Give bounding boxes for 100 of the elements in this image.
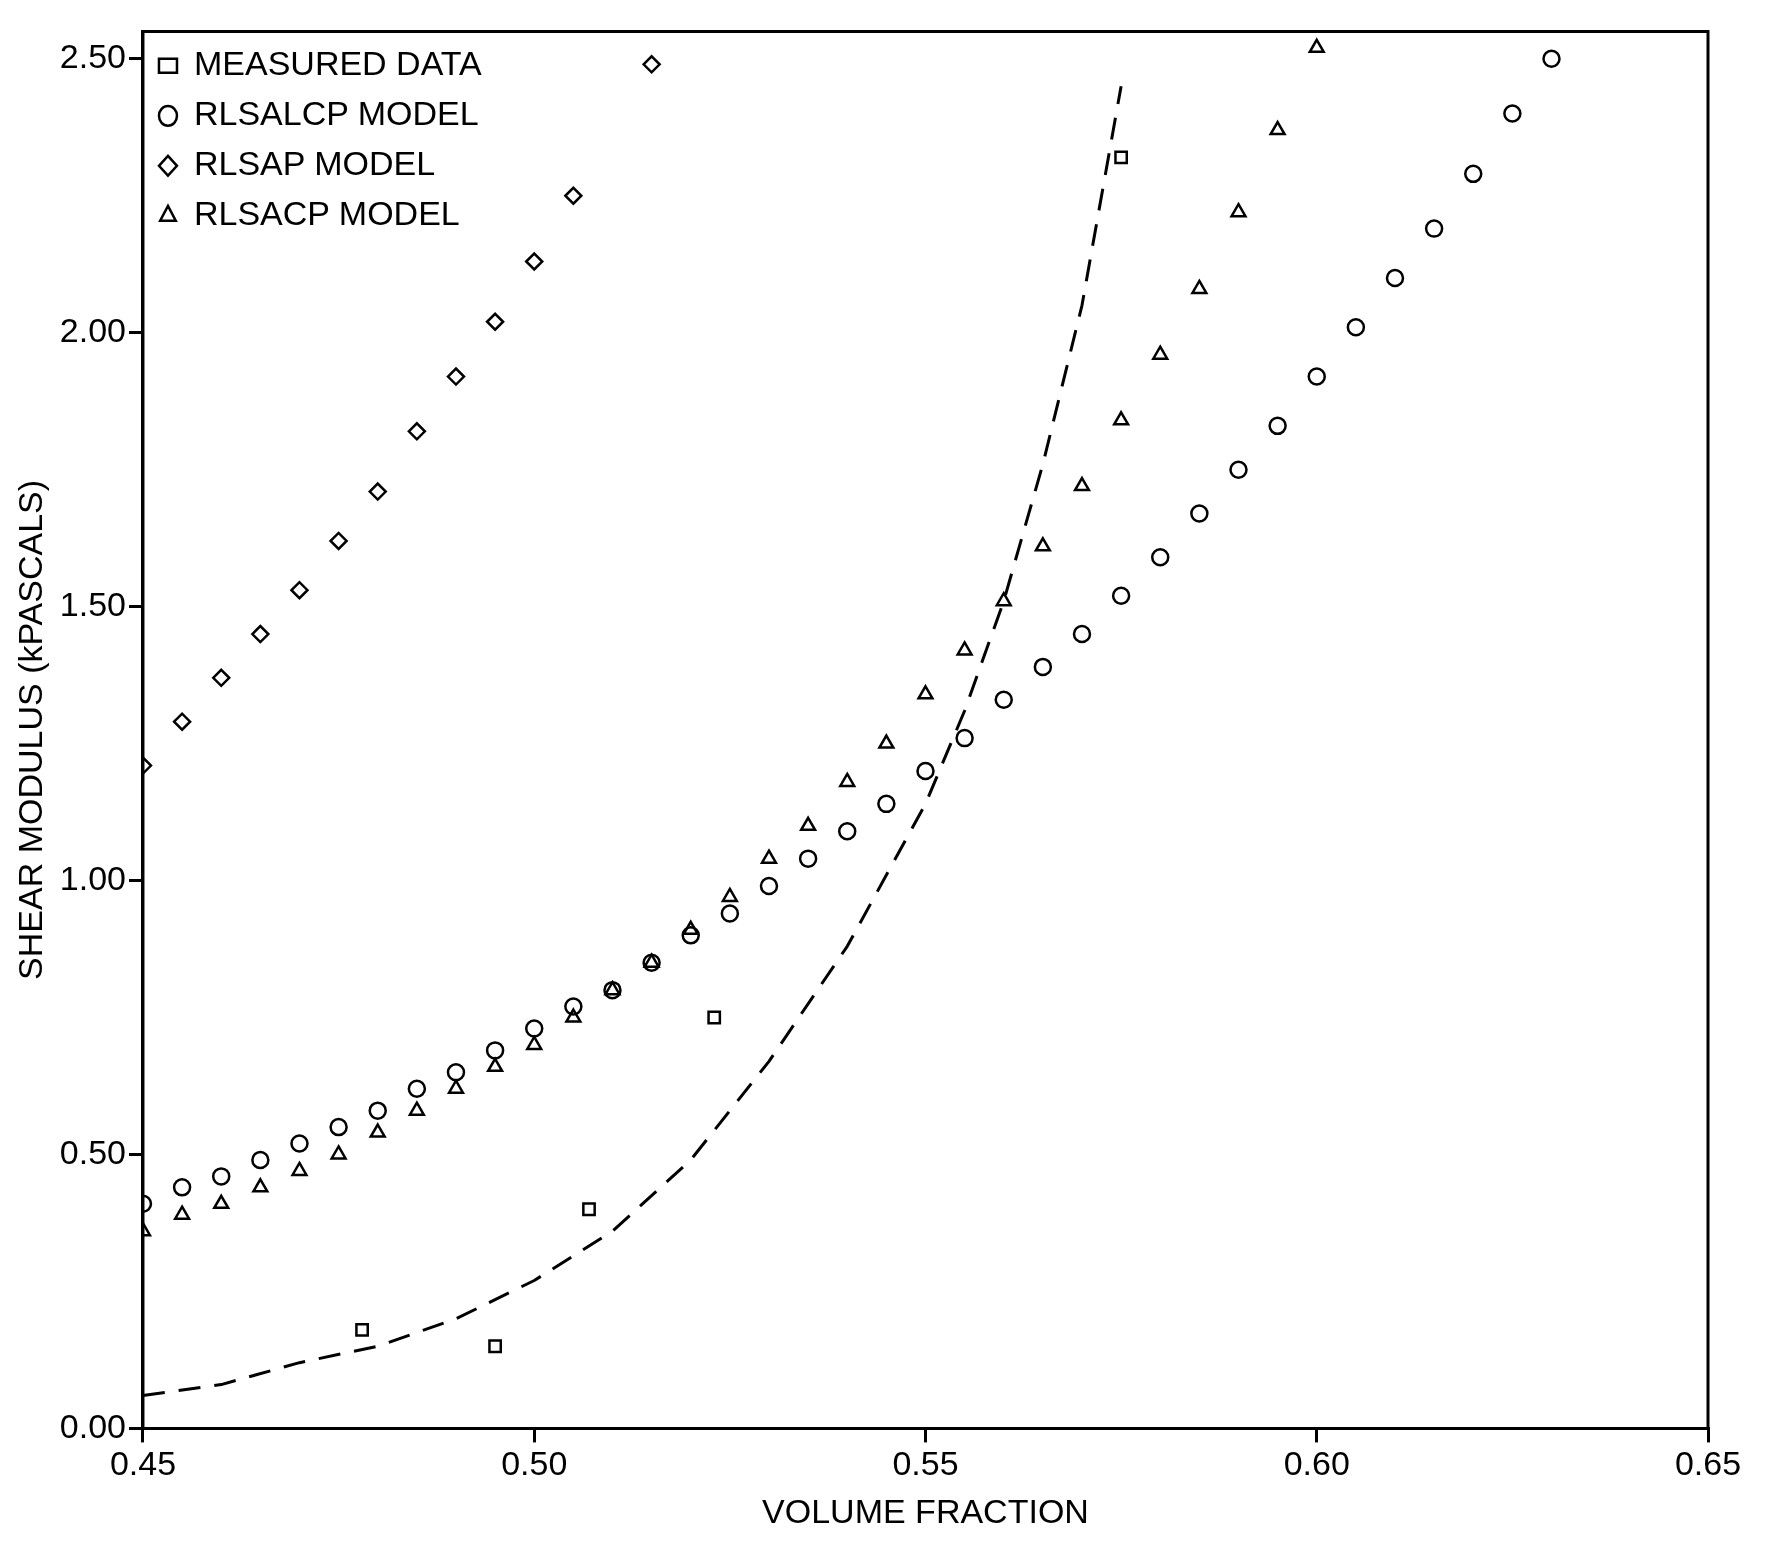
point bbox=[720, 904, 740, 923]
point bbox=[1114, 150, 1129, 165]
point bbox=[251, 1150, 270, 1170]
point bbox=[172, 1178, 192, 1197]
y-tick-label: 0.50 bbox=[59, 1132, 126, 1171]
point bbox=[721, 887, 739, 903]
point bbox=[643, 953, 660, 968]
point bbox=[1464, 164, 1483, 184]
x-tick-label: 0.55 bbox=[892, 1444, 959, 1483]
point bbox=[1230, 202, 1247, 218]
point bbox=[642, 55, 661, 74]
point bbox=[291, 1161, 308, 1177]
point bbox=[916, 761, 935, 781]
point bbox=[1190, 504, 1209, 523]
point bbox=[1307, 367, 1326, 386]
point bbox=[564, 186, 583, 205]
y-tick-label: 0.00 bbox=[59, 1406, 126, 1445]
point bbox=[681, 926, 700, 945]
point bbox=[524, 252, 544, 271]
point bbox=[446, 1063, 466, 1082]
point bbox=[524, 1019, 544, 1038]
point bbox=[1503, 104, 1522, 123]
point bbox=[1072, 624, 1092, 644]
point bbox=[994, 690, 1013, 710]
point bbox=[369, 1123, 386, 1138]
point bbox=[837, 822, 857, 841]
point bbox=[1033, 657, 1053, 677]
point bbox=[565, 1008, 582, 1023]
point bbox=[368, 1101, 387, 1120]
point bbox=[955, 728, 974, 748]
point bbox=[799, 816, 817, 832]
point bbox=[290, 580, 309, 600]
point bbox=[1034, 537, 1052, 552]
point bbox=[878, 734, 895, 749]
point bbox=[172, 712, 192, 731]
point bbox=[1346, 317, 1366, 337]
point bbox=[485, 312, 505, 332]
point bbox=[603, 980, 622, 1000]
x-tick-label: 0.65 bbox=[1674, 1444, 1742, 1483]
legend-label: RLSALCP MODEL bbox=[193, 94, 479, 133]
point bbox=[582, 1202, 596, 1217]
point bbox=[839, 772, 856, 788]
point bbox=[877, 794, 896, 814]
point bbox=[486, 1057, 504, 1073]
point bbox=[1073, 476, 1091, 492]
point bbox=[798, 849, 818, 868]
y-tick-label: 1.50 bbox=[59, 585, 126, 624]
point bbox=[173, 1205, 191, 1220]
point bbox=[488, 1339, 503, 1354]
x-tick-label: 0.50 bbox=[501, 1444, 568, 1483]
point bbox=[1191, 279, 1208, 295]
point bbox=[604, 980, 621, 996]
point bbox=[355, 1322, 369, 1337]
point bbox=[330, 1145, 347, 1160]
point bbox=[760, 849, 778, 864]
point bbox=[329, 531, 348, 551]
x-axis-title: VOLUME FRACTION bbox=[762, 1491, 1089, 1530]
legend-label: RLSACP MODEL bbox=[193, 194, 460, 233]
point bbox=[407, 422, 427, 441]
legend-label: MEASURED DATA bbox=[193, 44, 483, 83]
point bbox=[1112, 411, 1130, 426]
point bbox=[1385, 268, 1405, 288]
point bbox=[407, 1079, 427, 1098]
y-tick-label: 1.00 bbox=[59, 858, 126, 897]
y-tick-label: 2.50 bbox=[59, 37, 126, 76]
point bbox=[211, 1167, 231, 1186]
point bbox=[564, 997, 583, 1016]
x-tick-label: 0.60 bbox=[1283, 1444, 1350, 1483]
y-axis-title: SHEAR MODULUS (kPASCALS) bbox=[10, 479, 49, 980]
point bbox=[917, 685, 934, 700]
point bbox=[526, 1035, 543, 1051]
point bbox=[368, 482, 387, 501]
point bbox=[1111, 586, 1131, 605]
x-tick-label: 0.45 bbox=[109, 1444, 177, 1483]
point bbox=[446, 367, 466, 386]
point bbox=[485, 1041, 505, 1060]
point bbox=[213, 1194, 230, 1210]
y-tick-label: 2.00 bbox=[59, 311, 126, 350]
point bbox=[1308, 38, 1325, 54]
point bbox=[707, 1010, 722, 1025]
point bbox=[408, 1101, 426, 1116]
point bbox=[329, 1117, 348, 1137]
point bbox=[1542, 49, 1561, 69]
point bbox=[290, 1134, 309, 1153]
point bbox=[995, 591, 1012, 607]
point bbox=[682, 920, 699, 936]
point bbox=[251, 624, 270, 644]
legend-label: RLSAP MODEL bbox=[193, 144, 436, 183]
point bbox=[759, 876, 779, 896]
point bbox=[252, 1178, 269, 1193]
point bbox=[1150, 548, 1170, 567]
point bbox=[211, 668, 231, 688]
point bbox=[447, 1079, 465, 1094]
point bbox=[1269, 120, 1286, 136]
point bbox=[1424, 219, 1444, 238]
point bbox=[1268, 416, 1287, 436]
point bbox=[642, 953, 661, 972]
point bbox=[1152, 345, 1169, 360]
point bbox=[956, 641, 973, 656]
point bbox=[1229, 460, 1248, 479]
